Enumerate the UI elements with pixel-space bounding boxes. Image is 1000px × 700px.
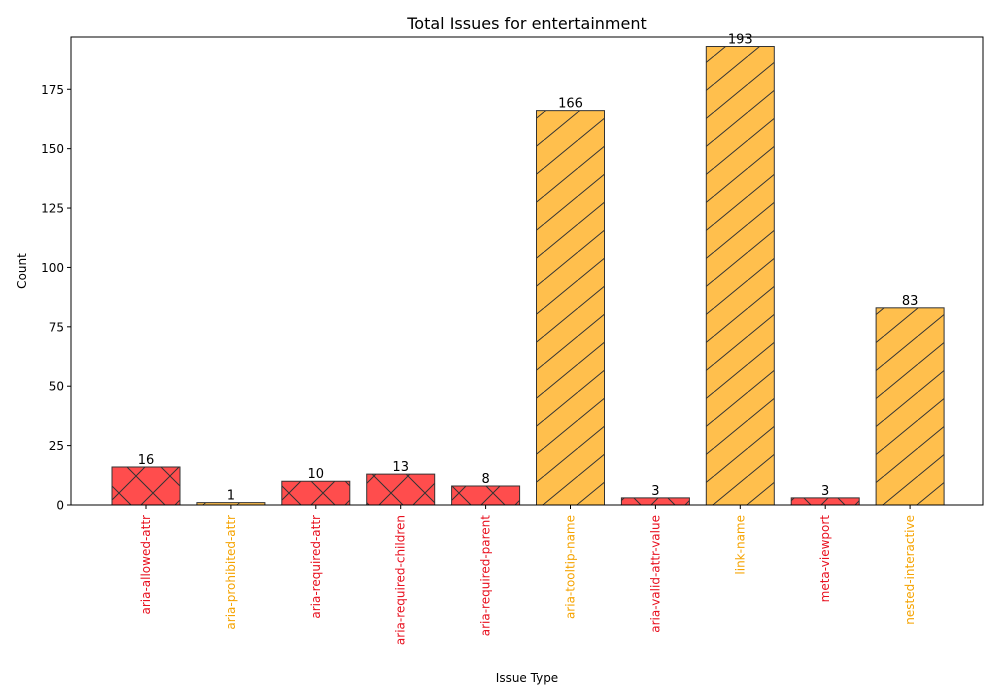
bar-hatch-aria-required-attr	[281, 481, 350, 505]
y-tick-label: 175	[41, 83, 64, 97]
x-ticks-group: aria-allowed-attr aria-prohibited-attr ari…	[139, 505, 917, 645]
x-tick-label-aria-required-parent: aria-required-parent	[479, 515, 493, 637]
chart-title: Total Issues for entertainment	[406, 14, 647, 33]
y-tick-label: 125	[41, 202, 64, 216]
y-tick-label: 50	[49, 380, 64, 394]
y-tick-label: 75	[49, 320, 64, 334]
data-label-aria-tooltip-name: 166	[558, 97, 583, 112]
bar-hatch-aria-required-parent	[451, 485, 520, 505]
bar-hatch-aria-allowed-attr	[112, 466, 180, 505]
bar-hatch-aria-tooltip-name	[536, 110, 605, 506]
data-label-aria-required-children: 13	[392, 460, 409, 475]
data-label-aria-valid-attr-value: 3	[651, 484, 659, 499]
x-axis-label: Issue Type	[496, 671, 558, 685]
x-tick-label-meta-viewport: meta-viewport	[818, 515, 832, 603]
plot-frame	[70, 36, 984, 506]
x-tick-label-aria-prohibited-attr: aria-prohibited-attr	[224, 515, 238, 630]
x-tick-label-aria-allowed-attr: aria-allowed-attr	[139, 515, 153, 615]
y-tick-label: 150	[41, 142, 64, 156]
x-tick-label-nested-interactive: nested-interactive	[903, 515, 917, 625]
x-tick-label-aria-required-children: aria-required-children	[394, 515, 408, 645]
x-tick-label-aria-valid-attr-value: aria-valid-attr-value	[648, 515, 662, 633]
y-tick-label: 100	[41, 261, 64, 275]
x-tick-label-aria-required-attr: aria-required-attr	[309, 515, 323, 619]
y-tick-label: 0	[56, 499, 64, 513]
y-axis-label: Count	[15, 253, 29, 289]
data-label-aria-required-parent: 8	[481, 472, 489, 487]
data-label-nested-interactive: 83	[902, 294, 919, 309]
bar-hatch-aria-prohibited-attr	[196, 502, 265, 505]
bar-hatch-nested-interactive	[876, 307, 945, 505]
bar-hatch-link-name	[706, 46, 775, 506]
bar-hatch-aria-required-children	[366, 474, 435, 505]
bar-hatch-meta-viewport	[791, 497, 860, 505]
y-tick-label: 25	[49, 439, 64, 453]
data-label-aria-prohibited-attr: 1	[227, 489, 235, 504]
x-tick-label-link-name: link-name	[733, 515, 747, 575]
data-label-link-name: 193	[728, 33, 753, 48]
data-label-meta-viewport: 3	[821, 484, 829, 499]
y-ticks-group: 0 25 50 75 100 125 150 175	[41, 83, 71, 513]
data-label-aria-allowed-attr: 16	[138, 453, 155, 468]
data-label-aria-required-attr: 10	[308, 467, 325, 482]
bar-hatch-aria-valid-attr-value	[621, 497, 690, 505]
x-tick-label-aria-tooltip-name: aria-tooltip-name	[564, 515, 578, 619]
